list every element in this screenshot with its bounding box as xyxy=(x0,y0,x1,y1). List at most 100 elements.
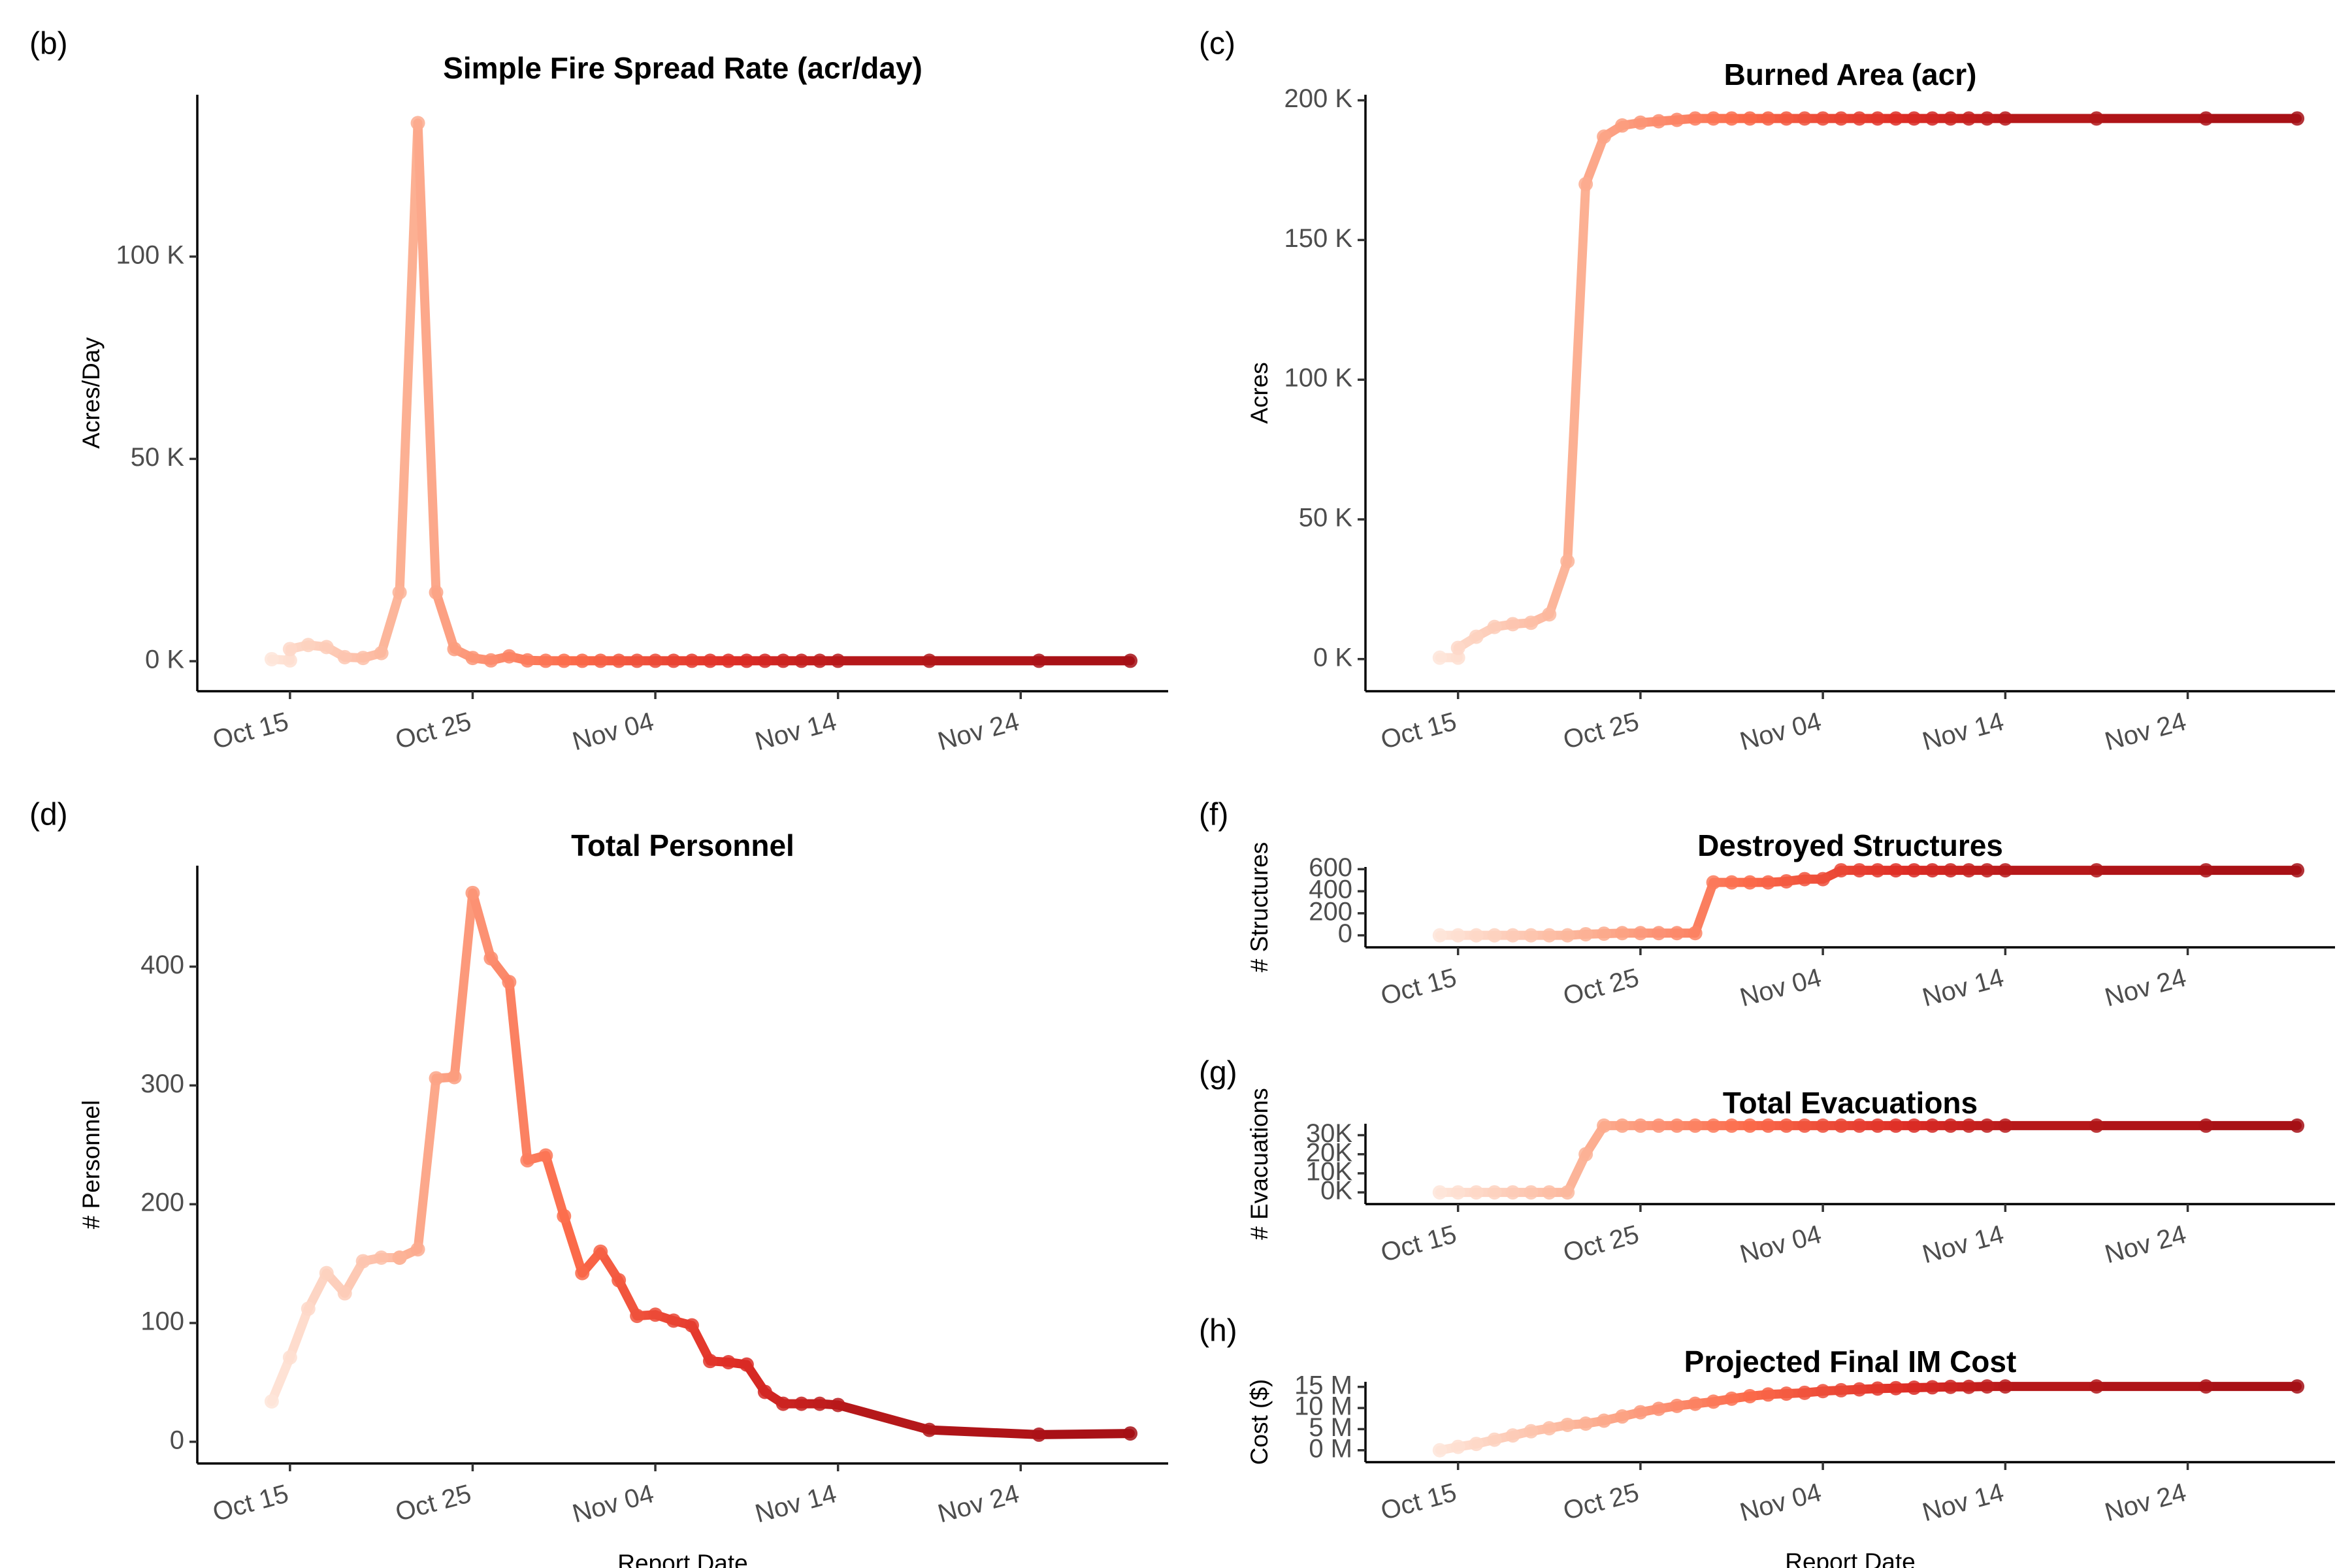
data-point xyxy=(1724,875,1739,890)
data-point xyxy=(1651,926,1666,941)
data-point xyxy=(1450,640,1465,655)
data-point xyxy=(1633,926,1648,941)
data-point xyxy=(1724,1391,1739,1406)
chart-title-f: Destroyed Structures xyxy=(1697,828,2003,862)
series-segment xyxy=(449,888,478,1082)
data-point xyxy=(1779,111,1794,126)
data-point xyxy=(282,1350,297,1365)
data-point xyxy=(374,1250,389,1265)
data-point xyxy=(1779,1118,1794,1133)
y-tick-label: 200 K xyxy=(1284,84,1352,113)
data-point xyxy=(1633,115,1648,130)
x-tick-label: Nov 24 xyxy=(2102,707,2189,756)
data-point xyxy=(2089,1379,2104,1394)
data-point xyxy=(684,1318,699,1333)
data-point xyxy=(1870,111,1885,126)
data-point xyxy=(1688,111,1703,126)
x-tick-label: Nov 04 xyxy=(570,707,657,756)
data-point xyxy=(319,1266,334,1281)
y-tick-label: 0K xyxy=(1320,1177,1352,1205)
panel-d: (d) Total Personnel # Personnel 0 100 200 300 4… xyxy=(29,798,1168,1568)
panel-label-h: (h) xyxy=(1199,1314,1237,1348)
data-point xyxy=(392,1250,407,1265)
y-tick-label: 15 M xyxy=(1294,1371,1352,1399)
data-point xyxy=(1505,1185,1520,1200)
data-point xyxy=(1797,111,1812,126)
data-point xyxy=(1906,863,1921,878)
data-point xyxy=(575,1266,590,1281)
data-point xyxy=(1834,111,1849,126)
data-point xyxy=(1706,875,1721,890)
data-point xyxy=(1450,1185,1465,1200)
data-point xyxy=(392,585,407,600)
y-axis-title-b: Acres/Day xyxy=(78,337,105,449)
data-point xyxy=(520,653,535,668)
data-point xyxy=(1032,653,1047,668)
data-point xyxy=(1669,1398,1684,1413)
data-point xyxy=(1961,1379,1976,1394)
data-point xyxy=(1797,872,1812,887)
data-point xyxy=(702,1354,717,1369)
y-tick-label: 50 K xyxy=(1299,504,1353,532)
data-point xyxy=(1834,1118,1849,1133)
data-point xyxy=(1123,653,1138,668)
series-segment xyxy=(1581,132,1609,189)
y-tick-label: 0 K xyxy=(1313,643,1352,672)
data-point xyxy=(337,649,352,664)
data-point xyxy=(520,1152,535,1168)
x-tick-label: Oct 25 xyxy=(1560,1478,1642,1526)
data-point xyxy=(1852,1118,1867,1133)
data-point xyxy=(757,653,772,668)
y-axis-title-f: # Structures xyxy=(1246,842,1273,972)
chart-title-g: Total Evacuations xyxy=(1723,1086,1978,1120)
data-point xyxy=(2198,1118,2213,1133)
data-point xyxy=(2198,111,2213,126)
data-point xyxy=(1943,1379,1958,1394)
y-tick-label: 200 xyxy=(140,1188,184,1217)
series-segment xyxy=(1563,179,1591,566)
data-point xyxy=(776,653,791,668)
data-point xyxy=(1450,928,1465,943)
data-point xyxy=(2198,863,2213,878)
series-segment xyxy=(541,1151,569,1221)
data-point xyxy=(684,653,699,668)
x-tick-label: Oct 25 xyxy=(1560,963,1642,1011)
chart-title-h: Projected Final IM Cost xyxy=(1684,1345,2017,1379)
data-point xyxy=(1688,1118,1703,1133)
data-point xyxy=(1505,617,1520,632)
x-tick-label: Oct 15 xyxy=(210,1479,291,1527)
data-point xyxy=(319,640,334,655)
y-axis-title-h: Cost ($) xyxy=(1246,1379,1273,1465)
data-point xyxy=(1779,874,1794,889)
x-tick-label: Nov 14 xyxy=(1919,1478,2007,1527)
data-point xyxy=(1852,863,1867,878)
data-point xyxy=(1906,111,1921,126)
data-point xyxy=(1870,1118,1885,1133)
data-point xyxy=(465,885,480,900)
data-point xyxy=(465,651,480,666)
data-point xyxy=(1998,111,2013,126)
series-segment xyxy=(267,1352,295,1406)
y-tick-label: 30K xyxy=(1306,1119,1352,1148)
data-point xyxy=(593,653,608,668)
x-tick-label: Oct 15 xyxy=(210,707,291,755)
data-point xyxy=(776,1396,791,1411)
data-point xyxy=(1524,1424,1539,1439)
data-point xyxy=(1724,1118,1739,1133)
data-point xyxy=(483,653,498,668)
data-point xyxy=(1761,1387,1776,1402)
data-point xyxy=(739,653,754,668)
data-point xyxy=(282,642,297,657)
x-tick-label: Nov 04 xyxy=(570,1479,657,1528)
data-point xyxy=(1487,1432,1502,1447)
data-point xyxy=(1032,1427,1047,1442)
y-tick-label: 600 xyxy=(1309,853,1352,882)
data-point xyxy=(1487,1185,1502,1200)
data-point xyxy=(1980,1379,1995,1394)
y-axis-title-d: # Personnel xyxy=(78,1100,105,1229)
y-tick-label: 0 xyxy=(1338,919,1352,948)
data-point xyxy=(794,1396,809,1411)
data-point xyxy=(1706,1118,1721,1133)
y-tick-label: 200 xyxy=(1309,897,1352,926)
y-tick-label: 50 K xyxy=(131,443,185,472)
